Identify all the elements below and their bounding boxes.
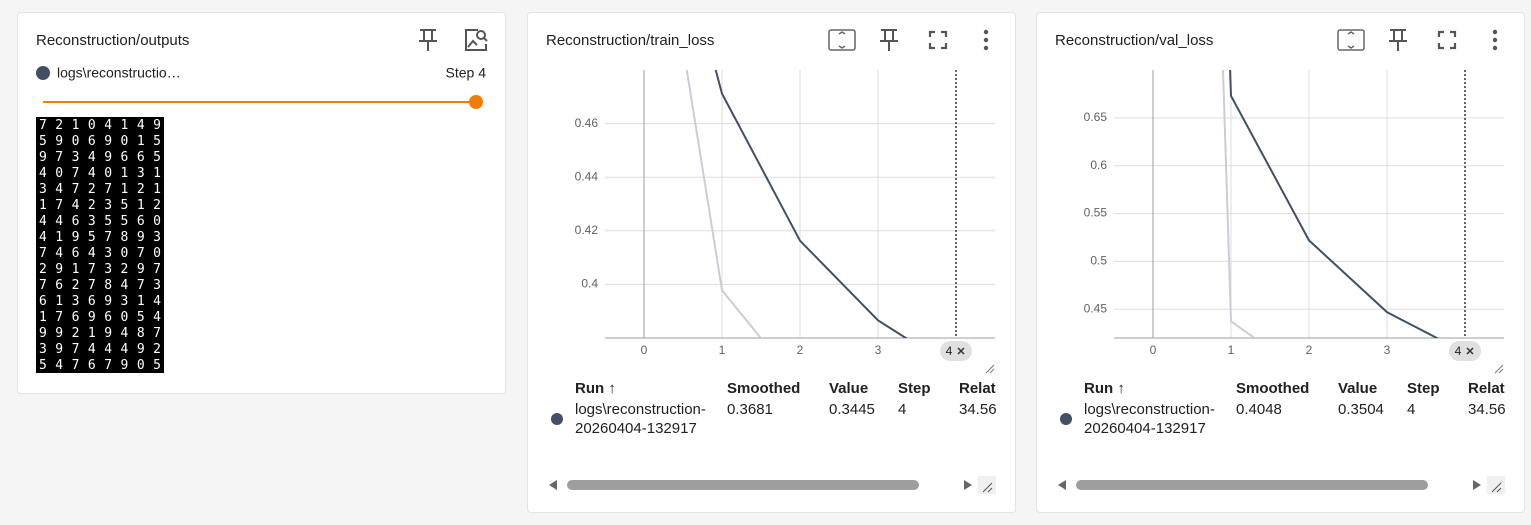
run-table: Run ↑ Smoothed Value Step Relative logs\recon…	[547, 375, 996, 455]
resize-icon	[1491, 482, 1502, 493]
icon-part	[1492, 45, 1498, 51]
slider-thumb[interactable]	[469, 95, 483, 109]
scroll-right[interactable]	[1473, 480, 1481, 490]
resize-icon	[1494, 364, 1504, 374]
resize-corner	[1487, 476, 1505, 494]
fullscreen-icon[interactable]	[1437, 30, 1457, 50]
column-header: Run ↑	[1084, 380, 1125, 397]
x-tick-label: 2	[797, 343, 804, 357]
step-pill[interactable]	[940, 341, 972, 361]
x-tick-label: 2	[1306, 343, 1313, 357]
run-name: logs\reconstruction-20260404-132917	[575, 401, 706, 437]
table-cell: 4	[1407, 401, 1416, 418]
scroll-left[interactable]	[1058, 480, 1066, 490]
y-tick-label: 0.5	[1090, 254, 1107, 268]
close-icon[interactable]	[1466, 347, 1474, 355]
y-tick-label: 0.65	[1084, 110, 1108, 124]
table-cell: 0.4048	[1236, 401, 1282, 418]
y-tick-label: 0.55	[1084, 206, 1108, 220]
step-pill-label: 4	[1455, 344, 1462, 358]
icon-part	[1389, 29, 1407, 51]
chart-card	[527, 12, 1016, 513]
table-cell: 0.3504	[1338, 401, 1384, 418]
column-header: Smoothed	[1236, 380, 1310, 397]
column-header: Relative	[959, 380, 996, 397]
icon-part	[983, 45, 989, 51]
icon-part	[983, 37, 989, 43]
y-tick-label: 0.42	[575, 223, 599, 237]
icon-part	[1492, 37, 1498, 43]
column-header: Step	[898, 380, 931, 397]
resize-icon	[985, 364, 995, 374]
menu-icon[interactable]	[983, 29, 989, 51]
x-tick-label: 3	[875, 343, 882, 357]
line-series	[714, 70, 908, 338]
run-dot	[1060, 413, 1072, 425]
run-name: logs\reconstruction-20260404-132917	[1084, 401, 1215, 437]
run-table: Run ↑ Smoothed Value Step Relative logs\recon…	[1056, 375, 1505, 455]
card-title: Reconstruction/train_loss	[546, 32, 714, 49]
fullscreen-icon[interactable]	[928, 30, 948, 50]
y-tick-label: 0.4	[581, 277, 598, 291]
image-search-icon[interactable]	[465, 29, 488, 51]
chart-card	[1036, 12, 1525, 513]
column-header: Run ↑	[575, 380, 616, 397]
column-header: Value	[1338, 380, 1378, 397]
icon-part	[1437, 30, 1457, 50]
y-tick-label: 0.46	[575, 116, 599, 130]
icon-part	[1347, 31, 1355, 49]
y-tick-label: 0.6	[1090, 158, 1107, 172]
close-icon[interactable]	[957, 347, 965, 355]
digit-image	[36, 117, 164, 373]
column-header: Value	[829, 380, 869, 397]
step-label: Step 4	[446, 65, 487, 81]
pin-icon[interactable]	[880, 29, 898, 51]
icon-part	[880, 29, 898, 51]
icon-part	[983, 29, 989, 35]
icon-part	[1337, 29, 1365, 51]
x-tick-label: 1	[1228, 343, 1235, 357]
fit-icon[interactable]	[828, 29, 856, 51]
pin-icon[interactable]	[419, 29, 437, 51]
y-tick-label: 0.45	[1084, 301, 1108, 315]
y-tick-label: 0.44	[575, 169, 599, 183]
scroll-left[interactable]	[549, 480, 557, 490]
line-series	[1229, 70, 1440, 338]
icon-part	[928, 30, 948, 50]
x-tick-label: 1	[719, 343, 726, 357]
scroll-right[interactable]	[964, 480, 972, 490]
table-cell: 0.3445	[829, 401, 875, 418]
icon-part	[838, 31, 846, 49]
table-cell: 4	[898, 401, 907, 418]
table-cell: 0.3681	[727, 401, 773, 418]
table-cell: 34.56	[1468, 401, 1505, 418]
scroll-thumb[interactable]	[1076, 480, 1428, 490]
x-tick-label: 0	[1150, 343, 1157, 357]
pin-icon[interactable]	[1389, 29, 1407, 51]
table-cell: 34.56	[959, 401, 996, 418]
run-dot	[36, 66, 50, 80]
resize-corner	[978, 476, 996, 494]
icon-part	[1492, 29, 1498, 35]
step-pill-label: 4	[946, 344, 953, 358]
fit-icon[interactable]	[1337, 29, 1365, 51]
resize-icon	[982, 482, 993, 493]
card-title: Reconstruction/outputs	[36, 32, 189, 49]
icon-part	[828, 29, 856, 51]
card-title: Reconstruction/val_loss	[1055, 32, 1213, 49]
line-series	[685, 70, 763, 338]
x-tick-label: 0	[641, 343, 648, 357]
step-pill[interactable]	[1449, 341, 1481, 361]
column-header: Relative	[1468, 380, 1505, 397]
column-header: Smoothed	[727, 380, 801, 397]
run-dot	[551, 413, 563, 425]
column-header: Step	[1407, 380, 1440, 397]
run-name: logs\reconstructio…	[57, 65, 181, 81]
menu-icon[interactable]	[1492, 29, 1498, 51]
x-tick-label: 3	[1384, 343, 1391, 357]
scroll-thumb[interactable]	[567, 480, 919, 490]
